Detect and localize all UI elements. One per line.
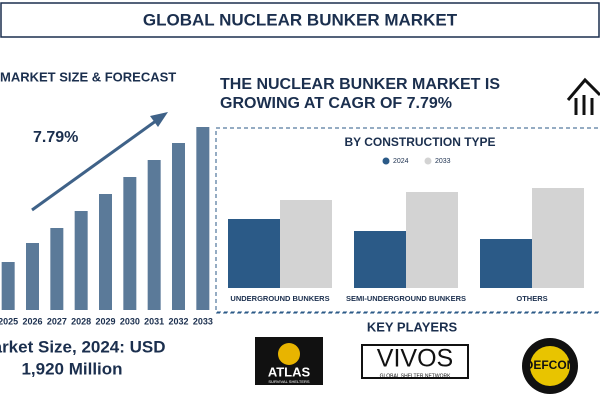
bar (147, 160, 161, 310)
logo-text: ATLAS (268, 364, 311, 379)
atlas-logo: ATLAS SURVIVAL SHELTERS (255, 337, 323, 385)
x-tick-label: 2026 (22, 316, 42, 326)
x-tick-label: 2032 (168, 316, 188, 326)
bar (74, 211, 88, 310)
x-tick-label: 2028 (71, 316, 91, 326)
market-size: 1,920 Million (21, 359, 122, 378)
bar (1, 262, 15, 310)
defcon-logo: DEFCON (522, 338, 578, 394)
logo-tagline: GLOBAL SHELTER NETWORK (380, 373, 452, 379)
x-tick-label: 2025 (0, 316, 18, 326)
x-tick-label: UNDERGROUND BUNKERS (230, 294, 329, 303)
logo-text: DEFCON (525, 358, 576, 372)
legend-swatch (382, 157, 390, 165)
bar (228, 219, 280, 288)
bar (99, 194, 112, 310)
x-tick-label: 2029 (95, 316, 115, 326)
title-banner (0, 2, 600, 38)
bar (354, 231, 406, 288)
bar (172, 143, 185, 310)
cagr-annotation: 7.79% (33, 129, 78, 146)
house-icon (566, 77, 600, 115)
x-tick-label: 2027 (47, 316, 67, 326)
headline-line: GROWING AT CAGR OF 7.79% (220, 95, 452, 112)
market-size: Market Size, 2024: USD (0, 337, 166, 356)
vivos-logo: VIVOS GLOBAL SHELTER NETWORK (361, 344, 469, 379)
bar (480, 239, 532, 288)
right-chart-title: BY CONSTRUCTION TYPE (344, 135, 495, 149)
legend-swatch (424, 157, 432, 165)
page-title: GLOBAL NUCLEAR BUNKER MARKET (143, 10, 458, 29)
x-tick-label: SEMI-UNDERGROUND BUNKERS (346, 294, 466, 303)
bar (280, 200, 332, 288)
x-tick-label: OTHERS (516, 294, 547, 303)
bar (123, 177, 137, 310)
bar (406, 192, 458, 288)
bar (50, 228, 64, 310)
key-players-title: KEY PLAYERS (367, 319, 458, 334)
legend-label: 2024 (393, 158, 409, 165)
logo-text: VIVOS (377, 345, 453, 373)
x-tick-label: 2033 (193, 316, 213, 326)
arrow-head (150, 112, 168, 127)
growth-arrow (31, 116, 161, 212)
legend-label: 2033 (435, 158, 451, 165)
bar (26, 243, 39, 310)
logo-tagline: SURVIVAL SHELTERS (268, 379, 310, 384)
x-tick-label: 2031 (144, 316, 164, 326)
bar (532, 188, 584, 288)
bar (196, 127, 210, 310)
left-chart-title: MARKET SIZE & FORECAST (0, 69, 176, 84)
x-tick-label: 2030 (120, 316, 140, 326)
headline-line: THE NUCLEAR BUNKER MARKET IS (220, 76, 500, 93)
